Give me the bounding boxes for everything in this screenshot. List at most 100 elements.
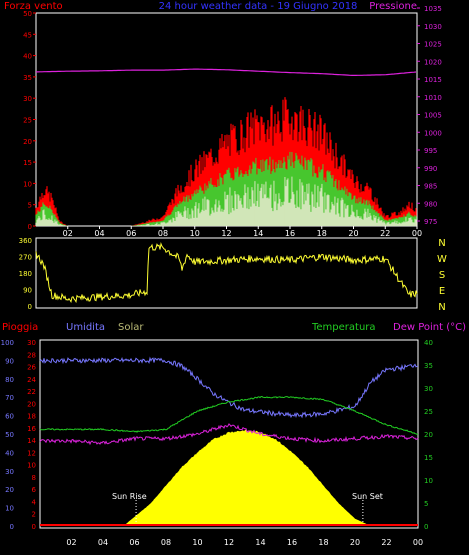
temperature-tick-label: 0 bbox=[424, 523, 428, 531]
solar-area bbox=[123, 429, 371, 526]
humidity-line bbox=[39, 356, 419, 419]
hour-tick-label: 02 bbox=[63, 229, 73, 238]
solar-label: Solar bbox=[118, 322, 144, 333]
pressure-tick-label: 985 bbox=[424, 183, 437, 191]
hour-tick-label: 20 bbox=[348, 229, 358, 238]
direction-tick-label: 0 bbox=[28, 303, 32, 311]
temperature-tick-label: 35 bbox=[424, 362, 433, 370]
humidity-tick-label: 100 bbox=[1, 339, 14, 347]
dewpoint-line bbox=[39, 423, 419, 446]
hour-tick-label: 04 bbox=[94, 229, 104, 238]
pressure-tick-label: 1025 bbox=[424, 41, 442, 49]
wind-tick-label: 5 bbox=[28, 202, 32, 210]
rain-tick-label: 0 bbox=[32, 523, 36, 531]
wind-tick-label: 20 bbox=[23, 138, 32, 146]
pressure-tick-label: 1015 bbox=[424, 76, 442, 84]
wind-force-label: Forza vento bbox=[4, 1, 63, 12]
temperature-tick-label: 20 bbox=[424, 431, 433, 439]
rain-tick-label: 30 bbox=[27, 339, 36, 347]
hour-tick-label: 14 bbox=[255, 538, 265, 547]
wind-pressure-plot bbox=[35, 68, 417, 226]
temperature-axis: 0 5 10 15 20 25 30 35 40 bbox=[424, 339, 433, 531]
temperature-line bbox=[39, 395, 419, 435]
humidity-tick-label: 70 bbox=[5, 394, 14, 402]
bottom-x-axis: 02 04 06 08 10 12 14 16 18 20 22 00 bbox=[66, 538, 423, 547]
hour-tick-label: 12 bbox=[224, 538, 234, 547]
temperature-tick-label: 10 bbox=[424, 477, 433, 485]
temperature-label: Temperatura bbox=[311, 322, 376, 333]
hour-tick-label: 16 bbox=[285, 229, 295, 238]
rain-tick-label: 20 bbox=[27, 400, 36, 408]
chart-title: 24 hour weather data - 19 Giugno 2018 bbox=[159, 1, 358, 12]
wind-tick-label: 50 bbox=[23, 10, 32, 18]
pressure-tick-label: 1005 bbox=[424, 112, 442, 120]
hour-tick-label: 10 bbox=[190, 229, 200, 238]
rain-tick-label: 26 bbox=[27, 364, 36, 372]
humidity-tick-label: 80 bbox=[5, 376, 14, 384]
pressure-tick-label: 980 bbox=[424, 200, 437, 208]
compass-label: E bbox=[439, 286, 445, 297]
humidity-temp-plot bbox=[39, 356, 419, 526]
humidity-tick-label: 20 bbox=[5, 486, 14, 494]
wind-direction-axis: 0 90 180 270 360 bbox=[19, 237, 32, 311]
temperature-tick-label: 25 bbox=[424, 408, 433, 416]
wind-force-axis: 0 5 10 15 20 25 30 35 40 45 50 bbox=[23, 10, 36, 231]
pressure-line bbox=[36, 68, 417, 77]
pressure-label: Pressione bbox=[369, 1, 417, 12]
hour-tick-label: 00 bbox=[412, 229, 422, 238]
wind-direction-panel bbox=[35, 237, 418, 309]
hour-tick-label: 22 bbox=[380, 229, 390, 238]
compass-label: S bbox=[439, 270, 445, 281]
rain-tick-label: 14 bbox=[27, 437, 36, 445]
humidity-tick-label: 60 bbox=[5, 413, 14, 421]
pressure-axis: 975 980 985 990 995 1000 1005 1010 1015 1020 1025 1… bbox=[417, 5, 442, 226]
pressure-tick-label: 1035 bbox=[424, 5, 442, 13]
direction-tick-label: 180 bbox=[19, 270, 32, 278]
rain-tick-label: 24 bbox=[27, 376, 36, 384]
rain-tick-label: 18 bbox=[27, 413, 36, 421]
wind-tick-label: 30 bbox=[23, 95, 32, 103]
pressure-tick-label: 1020 bbox=[424, 58, 442, 66]
humidity-tick-label: 40 bbox=[5, 449, 14, 457]
compass-label: N bbox=[438, 238, 445, 249]
wind-tick-label: 25 bbox=[23, 117, 32, 125]
rain-tick-label: 28 bbox=[27, 351, 36, 359]
rain-tick-label: 12 bbox=[27, 449, 36, 457]
sun-set-label: Sun Set bbox=[352, 492, 383, 501]
hour-tick-label: 10 bbox=[192, 538, 202, 547]
wind-tick-label: 15 bbox=[23, 159, 32, 167]
hour-tick-label: 12 bbox=[221, 229, 231, 238]
compass-label: W bbox=[437, 254, 447, 265]
wind-tick-label: 10 bbox=[23, 180, 32, 188]
pressure-tick-label: 1000 bbox=[424, 129, 442, 137]
direction-tick-label: 270 bbox=[19, 254, 32, 262]
hour-tick-label: 08 bbox=[158, 229, 168, 238]
direction-tick-label: 90 bbox=[23, 287, 32, 295]
hour-tick-label: 16 bbox=[287, 538, 297, 547]
hour-tick-label: 04 bbox=[98, 538, 108, 547]
hour-tick-label: 02 bbox=[66, 538, 76, 547]
rain-tick-label: 16 bbox=[27, 425, 36, 433]
pressure-tick-label: 1030 bbox=[424, 23, 442, 31]
hour-tick-label: 00 bbox=[413, 538, 423, 547]
compass-label: N bbox=[438, 302, 445, 313]
hour-tick-label: 06 bbox=[126, 229, 136, 238]
pressure-tick-label: 975 bbox=[424, 218, 437, 226]
hour-tick-label: 06 bbox=[129, 538, 139, 547]
wind-tick-label: 45 bbox=[23, 31, 32, 39]
humidity-tick-label: 50 bbox=[5, 431, 14, 439]
rain-label: Pioggia bbox=[2, 322, 38, 333]
humidity-tick-label: 30 bbox=[5, 468, 14, 476]
pressure-tick-label: 990 bbox=[424, 165, 437, 173]
hour-tick-label: 22 bbox=[381, 538, 391, 547]
wind-tick-label: 0 bbox=[28, 223, 32, 231]
humidity-tick-label: 10 bbox=[5, 505, 14, 513]
top-x-axis: 02 04 06 08 10 12 14 16 18 20 22 00 bbox=[63, 226, 422, 238]
hour-tick-label: 18 bbox=[317, 229, 327, 238]
temperature-tick-label: 5 bbox=[424, 500, 428, 508]
rain-tick-label: 10 bbox=[27, 462, 36, 470]
wind-tick-label: 40 bbox=[23, 53, 32, 61]
